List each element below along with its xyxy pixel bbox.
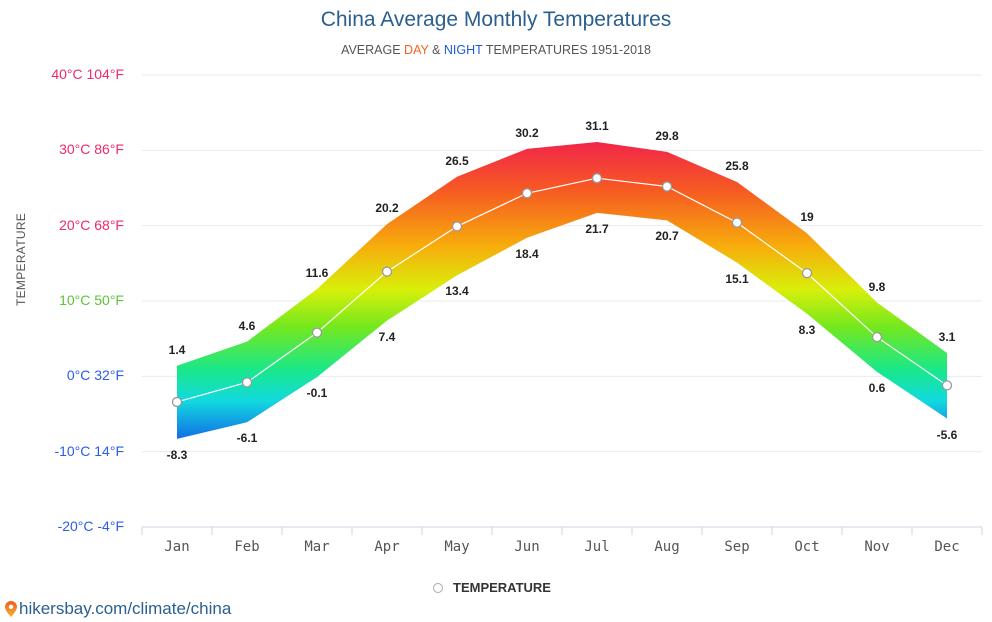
average-point [171,396,183,408]
legend-label: TEMPERATURE [453,580,551,595]
average-point [801,267,813,279]
average-point [241,377,253,388]
x-tick-label: Jul [584,539,610,555]
legend[interactable]: TEMPERATURE [433,580,551,595]
day-value-label: 11.6 [305,265,329,280]
day-value-label: 1.4 [168,342,186,357]
night-value-label: 8.3 [798,322,816,337]
night-value-label: 13.4 [445,284,469,299]
day-value-label: 29.8 [655,128,679,143]
average-point [311,327,323,338]
map-pin-icon [5,601,17,617]
subtitle-prefix: AVERAGE [341,43,405,57]
average-point [591,173,603,184]
x-tick-label: May [444,539,470,555]
y-tick-label: 20°C 68°F [59,216,124,233]
y-tick-label: 0°C 32°F [66,367,124,384]
y-tick-label: -10°C 14°F [54,442,124,459]
legend-marker-icon [433,582,443,593]
day-value-label: 19 [800,210,814,225]
subtitle-amp: & [428,43,444,57]
average-point [521,188,533,199]
night-value-label: 15.1 [725,271,749,286]
average-point [941,380,953,391]
source-link[interactable]: hikersbay.com/climate/china [5,599,231,619]
night-value-label: 18.4 [515,246,539,261]
x-tick-label: Oct [794,539,820,555]
day-value-label: 31.1 [585,119,609,134]
subtitle-day: DAY [404,43,429,57]
chart-title: China Average Monthly Temperatures [320,8,672,31]
average-point [381,266,393,277]
x-tick-label: Jun [514,539,540,555]
chart-subtitle: AVERAGE DAY & NIGHT TEMPERATURES 1951-20… [0,43,992,57]
day-value-label: 20.2 [375,201,399,216]
x-tick-label: Dec [934,539,960,555]
y-tick-label: 30°C 86°F [59,141,124,158]
night-value-label: 0.6 [868,380,886,395]
day-value-label: 30.2 [515,125,539,140]
x-tick-label: Sep [724,539,750,555]
day-value-label: 4.6 [238,318,256,333]
day-value-label: 9.8 [868,279,886,294]
x-tick-label: Mar [304,539,330,555]
x-tick-label: Nov [864,539,890,555]
average-point [661,181,673,192]
subtitle-suffix: TEMPERATURES 1951-2018 [482,43,651,57]
y-tick-label: -20°C -4°F [57,518,124,534]
x-tick-label: Aug [654,539,680,555]
y-tick-label: 40°C 104°F [51,66,124,82]
day-value-label: 3.1 [938,329,956,344]
night-value-label: -6.1 [236,431,258,446]
night-value-label: -8.3 [166,447,188,462]
x-tick-label: Apr [374,539,400,555]
night-value-label: 20.7 [655,229,679,244]
x-tick-label: Jan [164,539,190,555]
average-line [176,177,948,403]
temperature-band [177,142,947,439]
night-value-label: -0.1 [306,386,328,401]
night-value-label: -5.6 [936,427,958,442]
day-value-label: 25.8 [725,158,749,173]
night-value-label: 21.7 [585,221,609,236]
y-tick-label: 10°C 50°F [59,292,124,308]
night-value-label: 7.4 [378,329,396,344]
x-tick-label: Feb [234,539,260,555]
day-value-label: 26.5 [445,153,469,168]
subtitle-night: NIGHT [443,43,483,57]
average-point [731,217,743,228]
average-point [871,332,883,343]
average-point [451,221,463,232]
source-text: hikersbay.com/climate/china [19,599,232,618]
